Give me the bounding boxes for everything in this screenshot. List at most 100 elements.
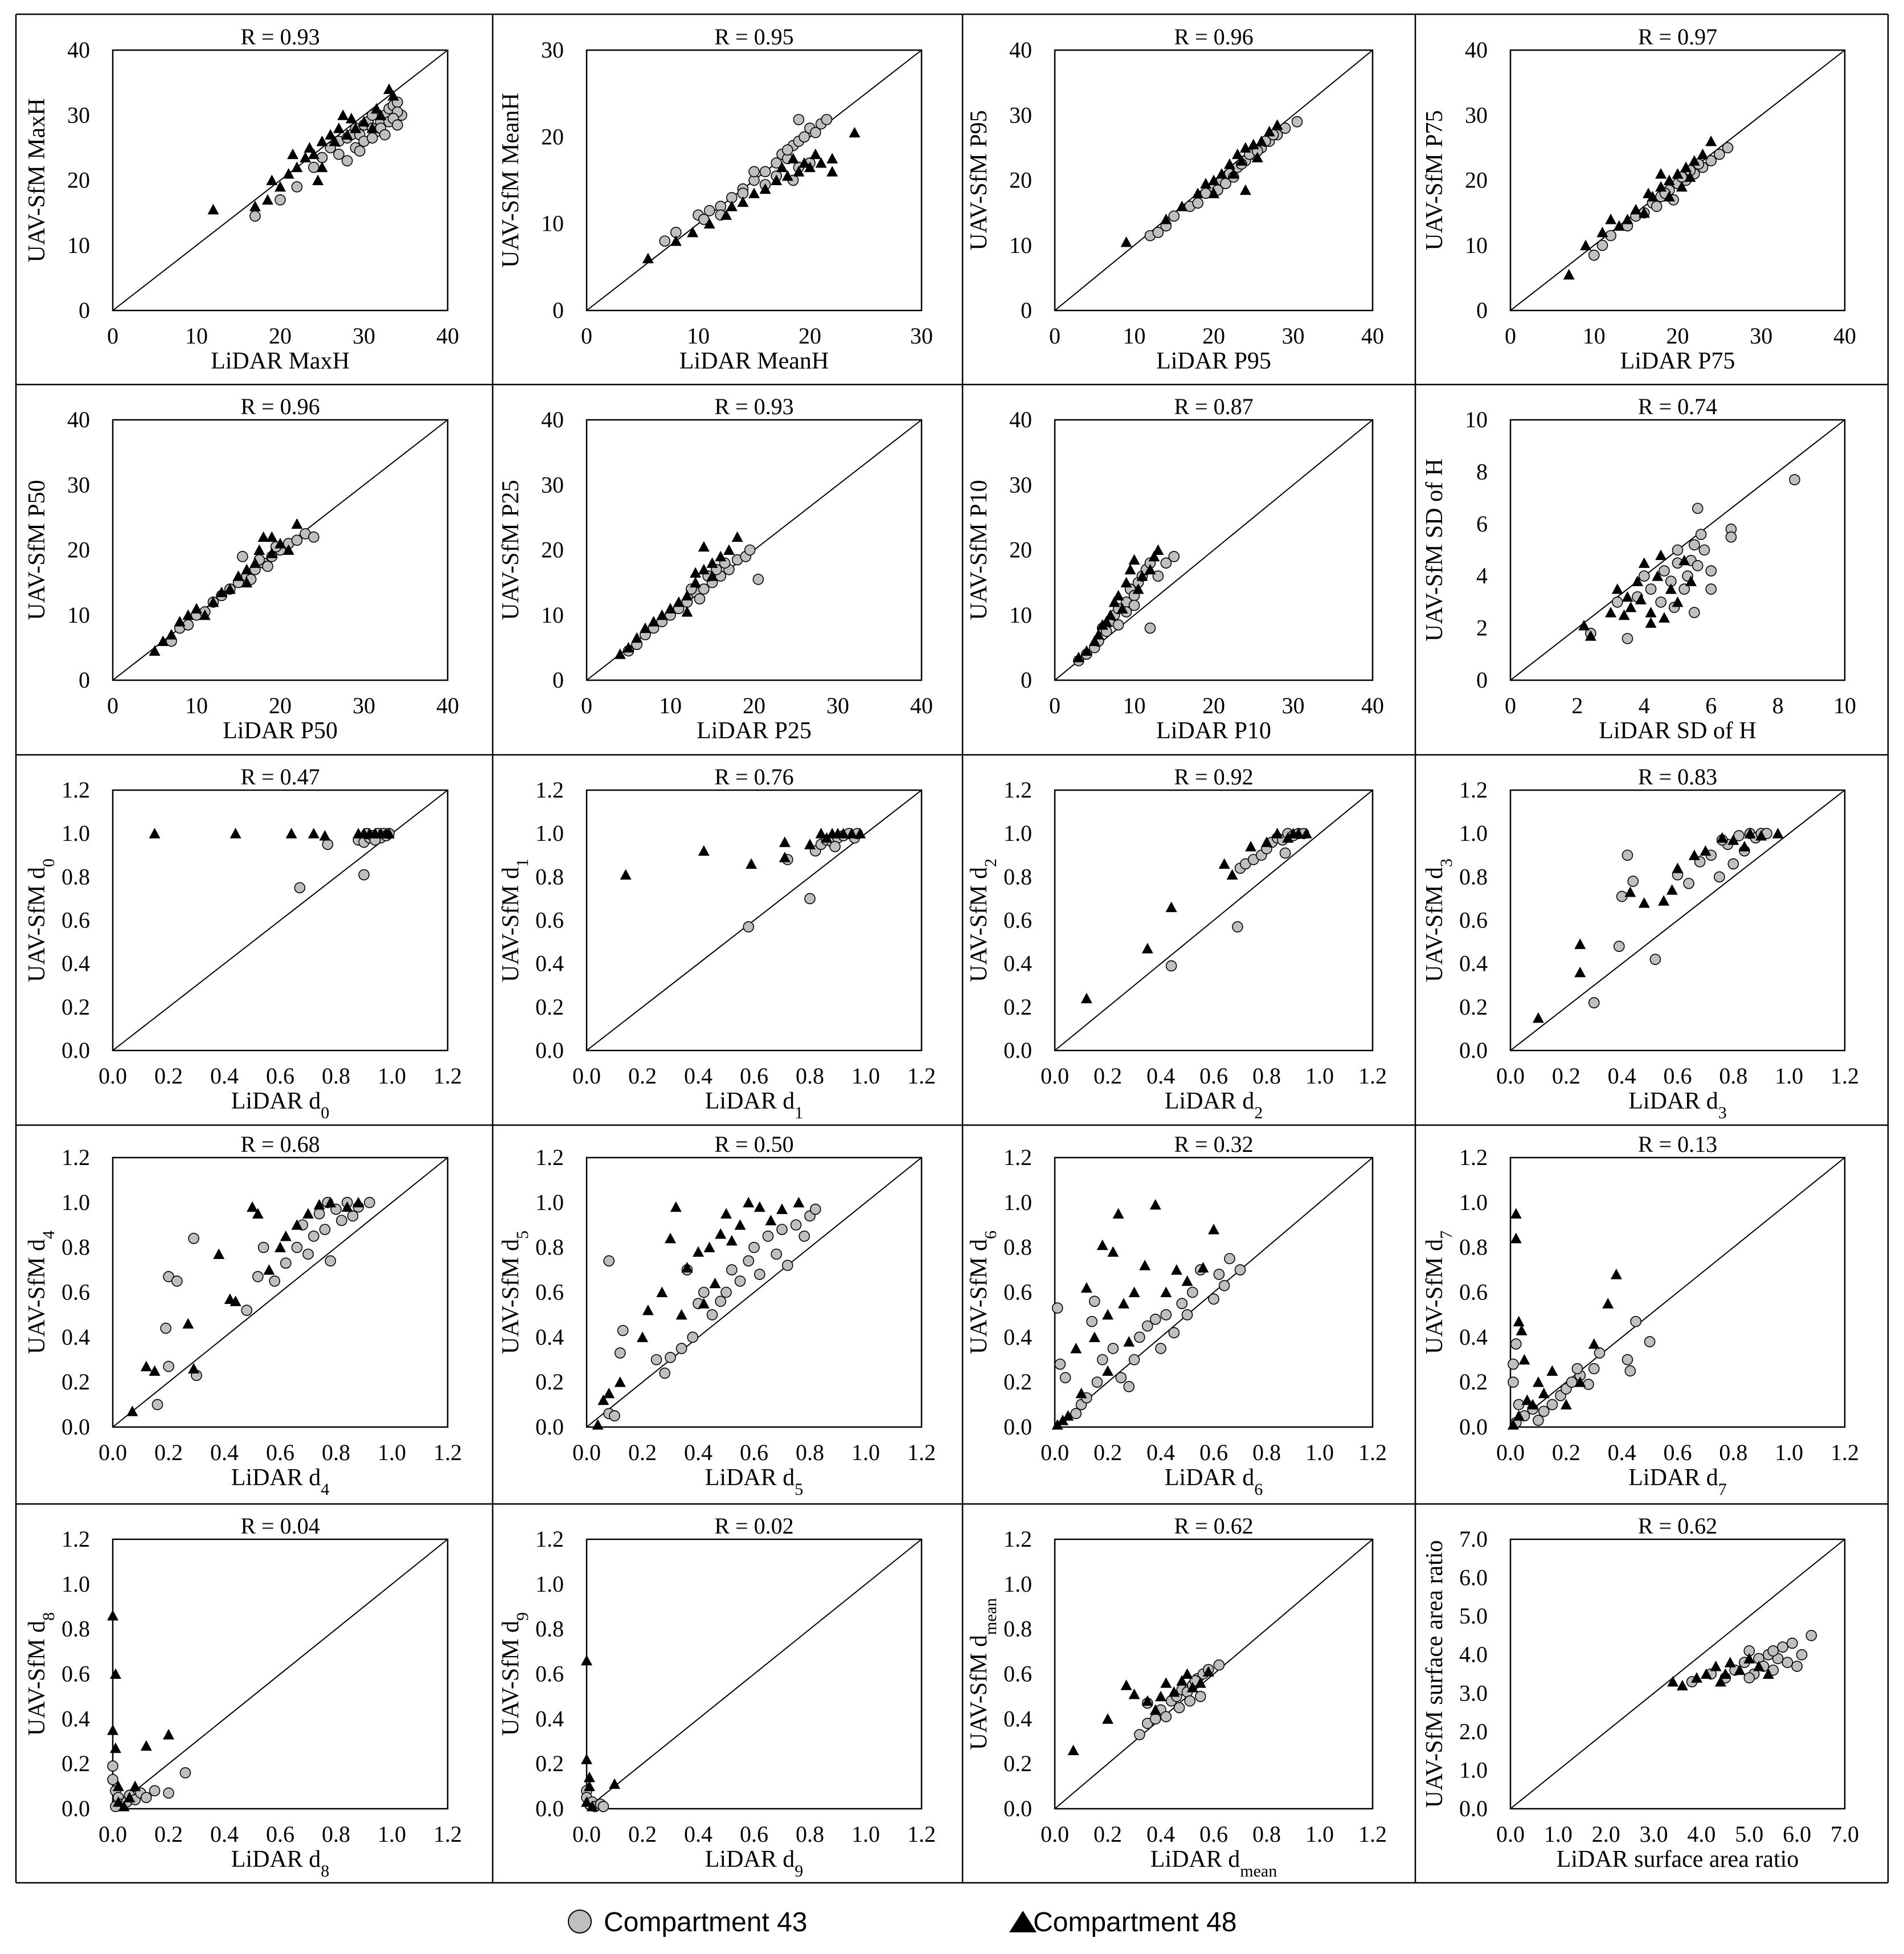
- plot-frame: [112, 419, 449, 681]
- y-tick-label: 0.4: [535, 951, 564, 976]
- one-to-one-line: [1054, 1539, 1373, 1809]
- y-tick-label: 1.2: [1459, 777, 1488, 803]
- x-tick-label: 10: [1123, 693, 1146, 718]
- point-compartment-48: [1655, 168, 1667, 179]
- point-compartment-43: [1612, 596, 1623, 608]
- point-compartment-43: [734, 1275, 746, 1287]
- plot-frame: [1054, 419, 1374, 681]
- point-compartment-48: [1108, 596, 1120, 607]
- y-tick-label: 1.0: [62, 1189, 90, 1215]
- point-compartment-43: [793, 114, 805, 125]
- x-tick-label: 0.2: [1552, 1063, 1580, 1089]
- point-compartment-48: [1753, 1660, 1765, 1671]
- point-compartment-48: [261, 194, 273, 205]
- scatter-panel: R = 0.76 0.0 0.2 0.4 0.6 0.8 1.0 1.2 0.0 0.2 0.4 0.…: [498, 764, 936, 1122]
- point-compartment-48: [581, 1654, 592, 1666]
- x-tick-label: 0.4: [210, 1821, 239, 1847]
- point-compartment-48: [809, 148, 821, 160]
- point-compartment-43: [748, 1241, 760, 1253]
- scatter-panel: R = 0.83 0.0 0.2 0.4 0.6 0.8 1.0 1.2 0.0 0.2 0.4 0.…: [1422, 764, 1859, 1122]
- y-tick-label: 0.4: [1459, 951, 1488, 976]
- y-tick-label: 0.2: [1459, 1369, 1488, 1395]
- x-tick-label: 0.2: [154, 1063, 183, 1089]
- point-compartment-48: [698, 541, 710, 552]
- point-compartment-43: [341, 155, 353, 167]
- point-compartment-43: [1743, 1672, 1755, 1684]
- point-compartment-48: [165, 629, 177, 640]
- y-axis-label: UAV-SfM d4: [24, 1231, 58, 1354]
- point-compartment-43: [597, 1801, 609, 1812]
- point-compartment-48: [748, 187, 760, 198]
- y-tick-label: 20: [67, 537, 90, 563]
- point-compartment-48: [1168, 1686, 1180, 1697]
- y-tick-label: 0.8: [62, 1616, 90, 1642]
- point-compartment-48: [1584, 630, 1596, 641]
- point-compartment-48: [681, 590, 693, 600]
- y-tick-label: 20: [1009, 167, 1032, 193]
- y-tick-label: 0.2: [62, 1369, 90, 1395]
- plot-frame: [112, 49, 449, 312]
- x-tick-label: 0.2: [154, 1821, 183, 1847]
- point-compartment-48: [1251, 152, 1263, 163]
- point-compartment-43: [810, 126, 821, 138]
- point-compartment-48: [182, 609, 194, 620]
- point-compartment-48: [1638, 557, 1650, 568]
- point-compartment-48: [1124, 563, 1136, 575]
- y-axis-label: UAV-SfM MaxH: [24, 98, 50, 262]
- point-compartment-48: [1672, 862, 1684, 873]
- point-compartment-48: [1605, 214, 1617, 224]
- x-tick-label: 0.6: [1664, 1063, 1692, 1089]
- point-compartment-43: [280, 1257, 292, 1269]
- point-compartment-43: [1689, 607, 1700, 618]
- point-compartment-43: [188, 1233, 199, 1244]
- point-compartment-48: [1072, 652, 1084, 663]
- point-compartment-43: [1714, 148, 1725, 160]
- point-compartment-43: [810, 1203, 821, 1215]
- point-compartment-48: [1632, 575, 1644, 586]
- point-compartment-48: [1663, 191, 1675, 202]
- point-compartment-43: [1091, 1376, 1103, 1388]
- point-compartment-48: [1186, 1682, 1198, 1693]
- point-compartment-48: [149, 645, 161, 656]
- point-compartment-48: [1152, 544, 1164, 555]
- y-tick-label: 1.0: [535, 1189, 564, 1215]
- plot-frame: [585, 419, 923, 681]
- point-compartment-43: [744, 544, 756, 556]
- point-compartment-48: [366, 122, 378, 133]
- point-compartment-43: [1683, 877, 1694, 889]
- x-axis-label: LiDAR surface area ratio: [1557, 1846, 1799, 1873]
- point-compartment-48: [781, 170, 793, 181]
- point-compartment-48: [779, 836, 791, 847]
- point-compartment-48: [665, 1232, 676, 1244]
- point-compartment-48: [1688, 155, 1700, 166]
- point-compartment-48: [1080, 992, 1092, 1004]
- point-compartment-43: [160, 1322, 171, 1334]
- point-compartment-48: [1700, 845, 1711, 856]
- x-tick-label: 40: [910, 693, 933, 718]
- point-compartment-43: [1173, 1702, 1185, 1714]
- y-axis-label: UAV-SfM P95: [966, 110, 992, 250]
- x-axis-label: LiDAR d6: [1165, 1465, 1263, 1499]
- y-tick-label: 8: [1476, 459, 1488, 484]
- point-compartment-43: [1588, 1363, 1600, 1375]
- point-compartment-43: [1194, 1691, 1206, 1702]
- point-compartment-43: [1224, 1253, 1235, 1265]
- point-compartment-48: [1080, 1282, 1092, 1293]
- point-compartment-48: [1155, 1690, 1166, 1702]
- point-compartment-48: [383, 83, 395, 95]
- point-compartment-48: [188, 1363, 200, 1374]
- point-compartment-48: [837, 828, 849, 839]
- point-compartment-48: [341, 129, 353, 140]
- point-compartment-48: [846, 828, 858, 839]
- point-compartment-48: [715, 1228, 727, 1239]
- point-compartment-48: [771, 174, 783, 185]
- point-compartment-48: [174, 616, 186, 627]
- one-to-one-line: [586, 1157, 922, 1428]
- x-tick-label: 0: [107, 323, 118, 349]
- y-tick-label: 1.2: [62, 1144, 90, 1170]
- x-tick-label: 10: [185, 693, 208, 718]
- panel-title: R = 0.83: [1638, 764, 1717, 790]
- point-compartment-43: [1805, 1630, 1817, 1641]
- x-tick-label: 2.0: [1592, 1821, 1620, 1847]
